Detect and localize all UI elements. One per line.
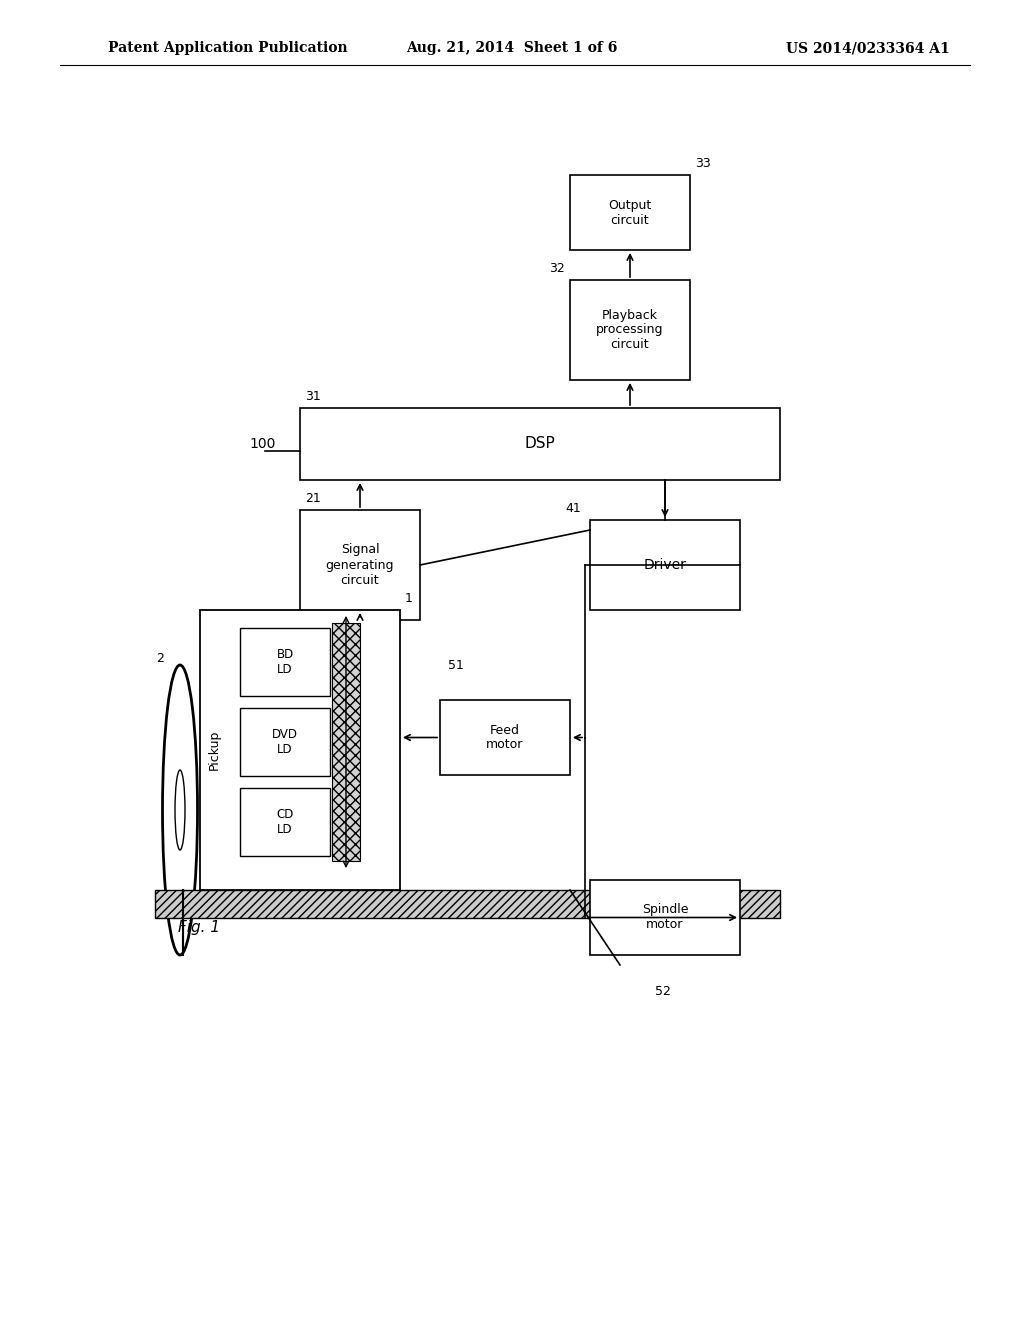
Text: 51: 51 xyxy=(449,659,464,672)
Bar xyxy=(240,628,330,696)
Bar xyxy=(332,623,360,861)
Text: Feed
motor: Feed motor xyxy=(486,723,523,751)
Text: Playback
processing
circuit: Playback processing circuit xyxy=(596,309,664,351)
Text: Patent Application Publication: Patent Application Publication xyxy=(108,41,347,55)
Text: 2: 2 xyxy=(156,652,164,665)
Text: DVD
LD: DVD LD xyxy=(272,729,298,756)
Ellipse shape xyxy=(175,770,185,850)
Bar xyxy=(570,280,690,380)
Text: CD
LD: CD LD xyxy=(276,808,294,836)
Text: Signal
generating
circuit: Signal generating circuit xyxy=(326,544,394,586)
Text: Driver: Driver xyxy=(643,558,686,572)
Bar xyxy=(440,700,570,775)
Bar xyxy=(240,708,330,776)
Text: 1: 1 xyxy=(406,591,413,605)
Text: 52: 52 xyxy=(655,985,671,998)
Text: Pickup: Pickup xyxy=(208,730,220,770)
Text: US 2014/0233364 A1: US 2014/0233364 A1 xyxy=(786,41,950,55)
Bar xyxy=(570,176,690,249)
Text: 31: 31 xyxy=(305,389,321,403)
Bar xyxy=(590,520,740,610)
Text: Spindle
motor: Spindle motor xyxy=(642,903,688,932)
Text: Fig. 1: Fig. 1 xyxy=(178,920,220,935)
Bar xyxy=(200,610,400,890)
Text: 33: 33 xyxy=(695,157,711,170)
Text: 32: 32 xyxy=(549,261,565,275)
Ellipse shape xyxy=(163,665,198,954)
Text: Output
circuit: Output circuit xyxy=(608,198,651,227)
Text: 21: 21 xyxy=(305,492,321,506)
Text: BD
LD: BD LD xyxy=(276,648,294,676)
Text: 41: 41 xyxy=(565,502,581,515)
Bar xyxy=(300,510,420,620)
Bar xyxy=(240,788,330,855)
Bar xyxy=(590,880,740,954)
Text: 100: 100 xyxy=(250,437,276,451)
Bar xyxy=(155,890,780,917)
Bar xyxy=(300,408,780,480)
Text: Aug. 21, 2014  Sheet 1 of 6: Aug. 21, 2014 Sheet 1 of 6 xyxy=(407,41,617,55)
Text: DSP: DSP xyxy=(524,437,555,451)
